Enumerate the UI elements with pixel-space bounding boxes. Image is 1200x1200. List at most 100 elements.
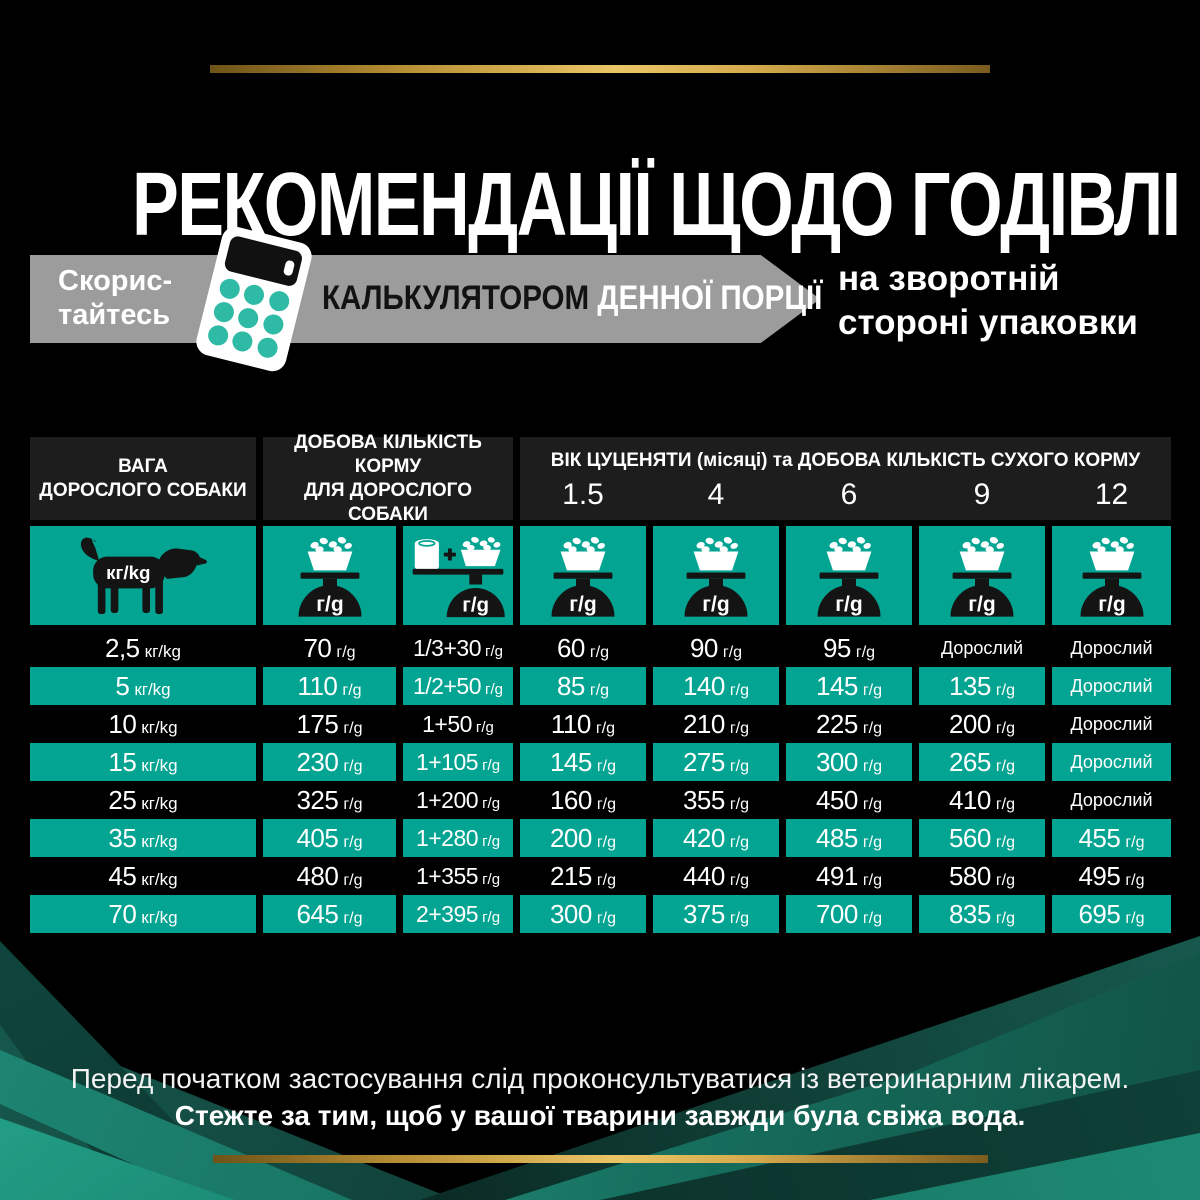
weight-cell: 25 кг/kg <box>108 784 178 815</box>
table-icon-row: кг/kg г/g <box>30 526 1171 625</box>
portion-cell: 60 г/g <box>556 632 610 663</box>
portion-cell: Дорослий <box>1070 637 1153 658</box>
portion-cell: 700 г/g <box>786 895 912 933</box>
portion-cell: 145 г/g <box>786 667 912 705</box>
calculator-word: КАЛЬКУЛЯТОРОМ <box>322 279 590 317</box>
weight-cell: 10 кг/kg <box>108 708 178 739</box>
portion-cell: 1+105 г/g <box>403 743 513 781</box>
portion-cell: Дорослий <box>1052 743 1171 781</box>
portion-cell: 230 г/g <box>263 743 396 781</box>
portion-cell: 135 г/g <box>919 667 1045 705</box>
portion-cell: 210 г/g <box>682 708 750 739</box>
grams-unit-label: г/g <box>835 593 862 616</box>
puppy-header-title: ВІК ЦУЦЕНЯТИ (місяці) та ДОБОВА КІЛЬКІСТ… <box>550 450 1141 471</box>
portion-cell: 200 г/g <box>520 819 646 857</box>
weight-cell: 15 кг/kg <box>30 743 256 781</box>
portion-cell: 645 г/g <box>263 895 396 933</box>
portion-cell: Дорослий <box>1070 789 1153 810</box>
header-adult-weight: ВАГА ДОРОСЛОГО СОБАКИ <box>30 437 256 520</box>
portion-cell: 405 г/g <box>263 819 396 857</box>
portion-cell: Дорослий <box>1052 667 1171 705</box>
grams-unit-label: г/g <box>462 593 489 616</box>
weight-cell: 70 кг/kg <box>30 895 256 933</box>
food-scale-icon: г/g <box>684 536 748 617</box>
portion-cell: 355 г/g <box>682 784 750 815</box>
weight-cell: 5 кг/kg <box>30 667 256 705</box>
daily-portion-word: ДЕННОЇ ПОРЦІЇ <box>597 279 823 317</box>
portion-cell: 455 г/g <box>1052 819 1171 857</box>
portion-cell: 580 г/g <box>948 860 1016 891</box>
portion-cell: 200 г/g <box>948 708 1016 739</box>
puppy-scale-icon-cell: г/g <box>1052 526 1171 625</box>
portion-cell: 90 г/g <box>689 632 743 663</box>
food-scale-icon: г/g <box>817 536 881 617</box>
gold-divider-top <box>210 65 990 73</box>
can-plus-bowl-scale-icon: г/g <box>412 536 505 617</box>
banner-text: КАЛЬКУЛЯТОРОМ ДЕННОЇ ПОРЦІЇ <box>322 279 822 318</box>
portion-cell: 300 г/g <box>786 743 912 781</box>
puppy-age-value: 1.5 <box>562 478 604 511</box>
calculator-keys <box>206 276 292 360</box>
adult-wet-plus-dry-icon-cell: г/g <box>403 526 513 625</box>
fresh-water-note: Стежте за тим, щоб у вашої тварини завжд… <box>174 1100 1026 1131</box>
portion-cell: 160 г/g <box>549 784 617 815</box>
portion-cell: 140 г/g <box>653 667 779 705</box>
weight-unit-label: кг/kg <box>106 561 150 582</box>
portion-cell: 485 г/g <box>786 819 912 857</box>
portion-cell: 560 г/g <box>919 819 1045 857</box>
table-header-row: ВАГА ДОРОСЛОГО СОБАКИ ДОБОВА КІЛЬКІСТЬ К… <box>30 432 1171 525</box>
puppy-age-value: 12 <box>1094 478 1129 511</box>
portion-cell: 275 г/g <box>653 743 779 781</box>
portion-cell: 1+355 г/g <box>415 862 501 889</box>
portion-cell: 300 г/g <box>520 895 646 933</box>
header-adult-daily-amount: ДОБОВА КІЛЬКІСТЬ КОРМУ ДЛЯ ДОРОСЛОГО СОБ… <box>263 432 513 525</box>
puppy-scale-icon-cell: г/g <box>653 526 779 625</box>
portion-cell: 375 г/g <box>653 895 779 933</box>
portion-cell: 410 г/g <box>948 784 1016 815</box>
adult-dry-scale-icon-cell: г/g <box>263 526 396 625</box>
dog-weight-icon-cell: кг/kg <box>30 526 256 625</box>
portion-cell: 495 г/g <box>1078 860 1145 891</box>
food-scale-icon: г/g <box>1080 536 1143 617</box>
portion-cell: 95 г/g <box>822 632 876 663</box>
grams-unit-label: г/g <box>1098 593 1125 616</box>
weight-cell: 2,5 кг/kg <box>105 632 181 663</box>
food-scale-icon: г/g <box>298 536 361 617</box>
banner-arrow-shape <box>30 255 820 343</box>
puppy-age-value: 9 <box>973 478 991 511</box>
use-label: Скорис- тайтесь <box>58 265 173 331</box>
gold-divider-bottom <box>213 1155 988 1163</box>
portion-cell: 145 г/g <box>520 743 646 781</box>
portion-cell: 450 г/g <box>815 784 883 815</box>
decorative-ribbons <box>0 928 1200 1200</box>
portion-cell: 110 г/g <box>263 667 396 705</box>
portion-cell: 265 г/g <box>919 743 1045 781</box>
portion-cell: Дорослий <box>940 637 1024 658</box>
page-title: РЕКОМЕНДАЦІЇ ЩОДО ГОДІВЛІ <box>132 155 1181 256</box>
portion-cell: 2+395 г/g <box>403 895 513 933</box>
vet-consult-note: Перед початком застосування слід проконс… <box>70 1063 1130 1094</box>
puppy-ages-row: 1.5 4 6 9 12 <box>520 478 1171 512</box>
grams-unit-label: г/g <box>702 593 729 616</box>
grams-unit-label: г/g <box>316 593 343 616</box>
portion-cell: 835 г/g <box>919 895 1045 933</box>
portion-cell: 420 г/g <box>653 819 779 857</box>
portion-cell: 1/2+50 г/g <box>403 667 513 705</box>
puppy-scale-icon-cell: г/g <box>520 526 646 625</box>
puppy-scale-icon-cell: г/g <box>919 526 1045 625</box>
portion-cell: 440 г/g <box>682 860 750 891</box>
portion-cell: 1+200 г/g <box>415 786 501 813</box>
package-back-note: на зворотній стороні упаковки <box>838 259 1138 342</box>
portion-cell: 215 г/g <box>549 860 617 891</box>
food-scale-icon: г/g <box>551 536 615 617</box>
grams-unit-label: г/g <box>968 593 995 616</box>
weight-cell: 35 кг/kg <box>30 819 256 857</box>
dog-icon: кг/kg <box>80 537 207 614</box>
weight-cell: 45 кг/kg <box>108 860 178 891</box>
portion-cell: 1+50 г/g <box>422 710 494 737</box>
portion-cell: Дорослий <box>1070 713 1153 734</box>
feeding-table-body: 2,5 кг/kg 70 г/g 1/3+30 г/g 60 г/g 90 г/g 95 г/g Дор… <box>30 629 1171 933</box>
header-puppy-age: ВІК ЦУЦЕНЯТИ (місяці) та ДОБОВА КІЛЬКІСТ… <box>520 437 1171 520</box>
portion-cell: 1/3+30 г/g <box>413 634 503 661</box>
portion-cell: 695 г/g <box>1052 895 1171 933</box>
